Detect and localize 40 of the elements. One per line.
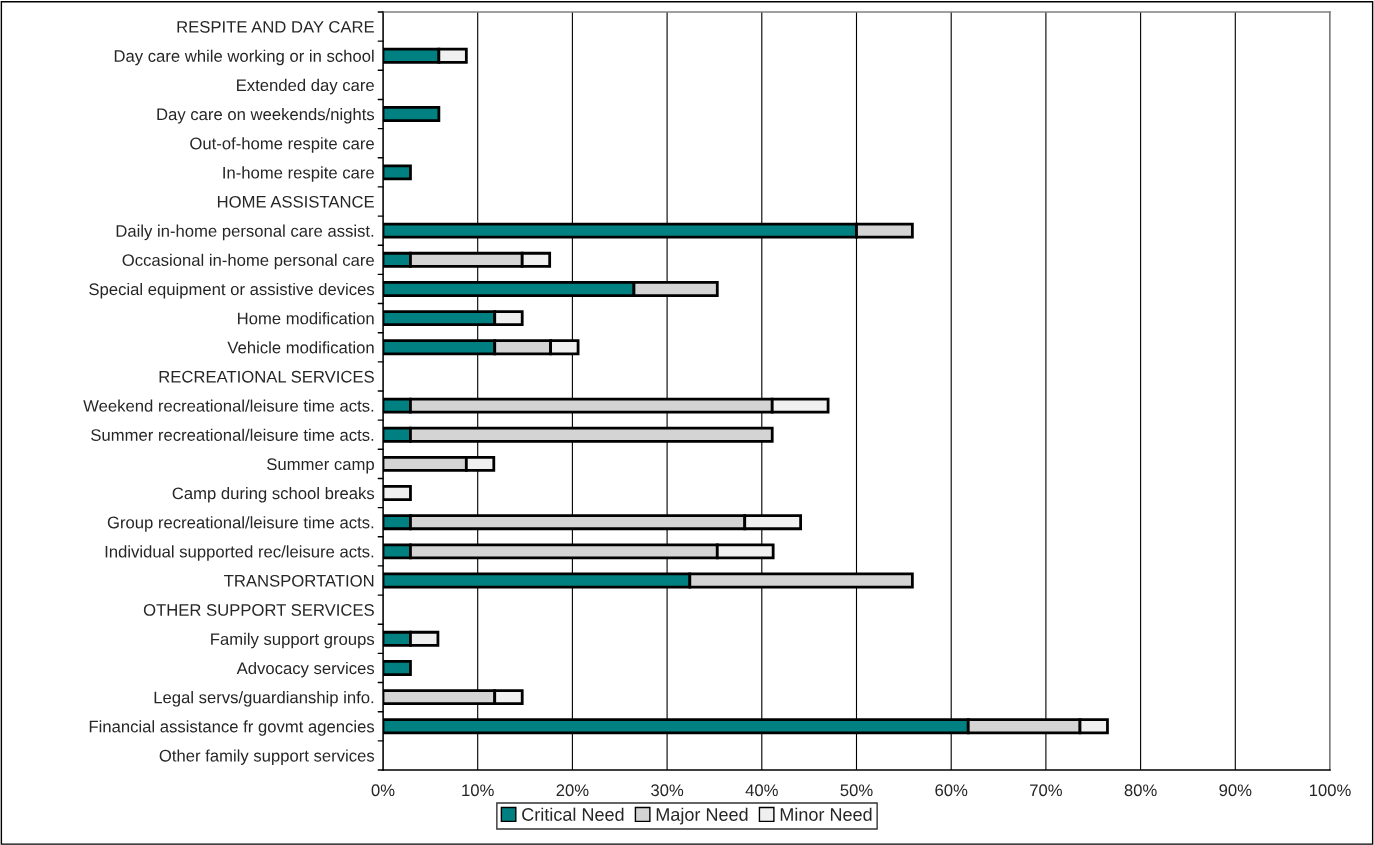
x-tick-label: 0% [371, 784, 395, 797]
y-tick-label: Group recreational/leisure time acts. [107, 516, 374, 532]
x-tick-label: 10% [462, 784, 494, 797]
y-tick-label: TRANSPORTATION [224, 574, 374, 587]
x-tick-label: 90% [1219, 784, 1252, 797]
y-tick-label: RECREATIONAL SERVICES [159, 370, 374, 383]
y-tick-label: Other family support services [159, 749, 375, 765]
x-tick-label: 60% [935, 784, 968, 797]
y-tick-label: Home modification [238, 312, 374, 325]
y-tick-label: Financial assistance fr govmt agencies [89, 720, 375, 736]
x-tick-label: 40% [745, 784, 778, 797]
y-tick-label: RESPITE AND DAY CARE [177, 20, 374, 33]
y-tick-label: Summer recreational/leisure time acts. [91, 428, 374, 441]
y-tick-label: Out-of-home respite care [190, 137, 374, 153]
y-tick-label: Camp during school breaks [172, 487, 375, 503]
y-tick-label: OTHER SUPPORT SERVICES [143, 604, 374, 616]
y-tick-label: Day care while working or in school [114, 49, 374, 66]
y-tick-label: Vehicle modification [227, 341, 374, 354]
y-tick-label: Extended day care [237, 78, 374, 95]
y-tick-label: Weekend recreational/leisure time acts. [83, 399, 374, 412]
y-tick-label: Advocacy services [236, 661, 375, 678]
y-tick-label: Occasional in-home personal care [122, 253, 374, 270]
y-tick-label: HOME ASSISTANCE [217, 195, 374, 208]
y-tick-label: Summer camp [267, 458, 374, 474]
legend-label: Critical Need [522, 807, 624, 821]
x-tick-label: 20% [556, 784, 589, 797]
x-tick-label: 70% [1030, 784, 1062, 797]
y-tick-label: Family support groups [211, 632, 375, 649]
x-tick-label: 80% [1124, 784, 1157, 797]
y-tick-label: Day care on weekends/nights [157, 108, 375, 124]
y-tick-label: Legal servs/guardianship info. [154, 691, 374, 707]
x-tick-label: 100% [1309, 784, 1351, 797]
legend-label: Major Need [656, 807, 748, 825]
x-tick-label: 30% [651, 784, 684, 797]
y-tick-label: Daily in-home personal care assist. [116, 224, 374, 241]
y-tick-label: In-home respite care [223, 166, 374, 182]
x-tick-label: 50% [840, 784, 873, 797]
y-tick-label: Individual supported rec/leisure acts. [105, 545, 374, 561]
y-tick-label: Special equipment or assistive devices [89, 282, 375, 299]
legend-label: Minor Need [780, 807, 872, 821]
